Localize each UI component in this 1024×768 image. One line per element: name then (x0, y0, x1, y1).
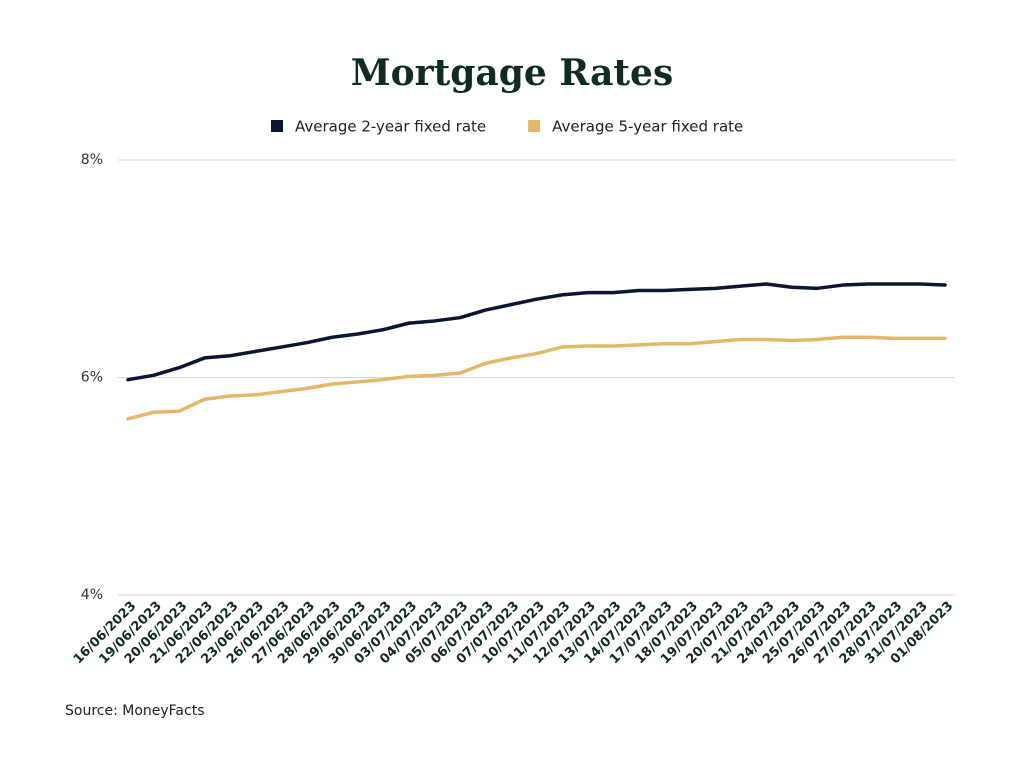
source-note: Source: MoneyFacts (65, 703, 205, 719)
series-line (126, 282, 947, 382)
y-tick-label: 8% (81, 152, 103, 168)
chart-title: Mortgage Rates (351, 52, 673, 94)
legend-label: Average 5-year fixed rate (552, 118, 743, 136)
legend-label: Average 2-year fixed rate (295, 118, 486, 136)
y-tick-label: 4% (81, 587, 103, 603)
series-line (126, 335, 947, 421)
legend-swatch (271, 120, 283, 132)
legend-swatch (528, 120, 541, 132)
y-tick-label: 6% (81, 370, 103, 386)
